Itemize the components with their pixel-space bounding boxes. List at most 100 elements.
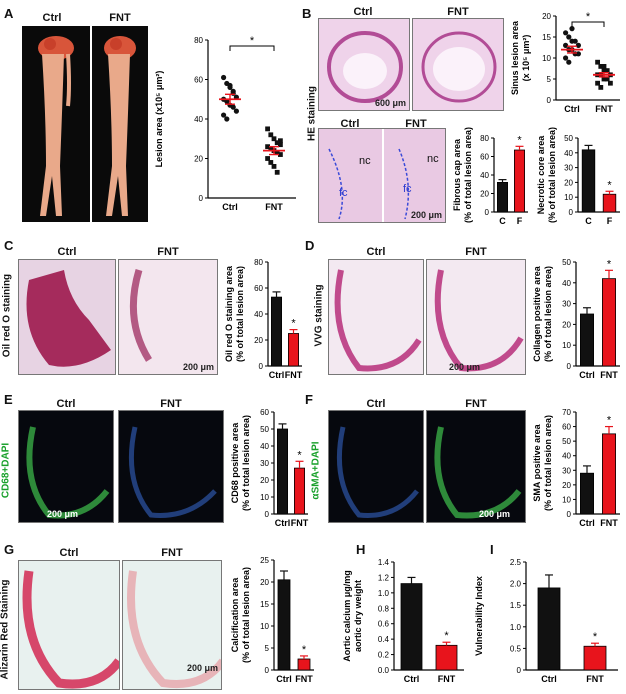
y-tick-label: 40: [562, 452, 571, 461]
data-point-fnt: [601, 76, 607, 82]
y-tick-label: 40: [260, 442, 269, 451]
significance-bracket: [571, 21, 605, 27]
y-tick-label: 15: [542, 33, 551, 42]
y-tick-label: 0: [199, 194, 204, 203]
data-point-fnt: [271, 136, 277, 142]
bar-f: [514, 149, 526, 213]
bar-ctrl: [271, 296, 283, 367]
aorta-image-ctrl: [22, 26, 90, 222]
y-axis-label: Necrotic core area: [536, 135, 546, 215]
panel-f-fnt-title: FNT: [465, 398, 487, 410]
y-axis-label: Vulnerability Index: [474, 576, 484, 656]
chart-d: 0 10 20 30 40 50 Collagen positive area (% of t…: [532, 258, 620, 380]
panel-b-scale-2: 200 μm: [410, 210, 442, 220]
panel-letter-e: E: [4, 392, 13, 407]
y-tick-label: 40: [564, 149, 573, 158]
he-image-fnt: [412, 18, 504, 111]
y-tick-label: 50: [564, 134, 573, 143]
y-axis-label: Lesion area (x10⁵ μm²): [154, 71, 164, 168]
y-tick-label: 20: [562, 481, 571, 490]
data-point-fnt: [271, 164, 277, 169]
y-axis-label: (% of total lesion area): [241, 567, 251, 663]
panel-c-side-label: Oil red O staining: [1, 273, 13, 358]
significance-marker: *: [444, 630, 449, 642]
x-tick-label: Ctrl: [222, 202, 238, 212]
necrotic-core-label-2: nc: [427, 153, 439, 165]
y-tick-label: 60: [562, 423, 571, 432]
data-point-fnt: [268, 146, 274, 152]
significance-marker: *: [607, 179, 612, 191]
y-axis-label: (x 10⁵ μm²): [521, 35, 531, 82]
panel-c-scale: 200 μm: [182, 362, 214, 372]
y-tick-label: 0: [569, 208, 574, 217]
oilred-image-ctrl: [18, 259, 116, 375]
y-tick-label: 0.5: [510, 644, 522, 653]
y-tick-label: 0.4: [378, 635, 390, 644]
y-tick-label: 30: [562, 466, 571, 475]
chart-b2: 0 20 40 60 80 Fibrous cap area (% of total les…: [452, 127, 528, 226]
y-tick-label: 30: [260, 459, 269, 468]
panel-d-fnt-title: FNT: [465, 246, 487, 258]
y-tick-label: 60: [260, 408, 269, 417]
panel-e-ctrl-title: Ctrl: [56, 398, 76, 410]
y-tick-label: 10: [564, 193, 573, 202]
significance-marker: *: [586, 11, 591, 23]
data-point-fnt: [601, 64, 607, 69]
y-tick-label: 60: [480, 153, 489, 162]
y-tick-label: 1.2: [378, 573, 390, 582]
panel-g-ctrl-title: Ctrl: [59, 547, 79, 559]
panel-b-ctrl-title: Ctrl: [353, 6, 373, 18]
y-tick-label: 20: [564, 178, 573, 187]
y-tick-label: 10: [542, 54, 551, 63]
y-tick-label: 40: [254, 310, 263, 319]
significance-bracket: [229, 45, 275, 51]
y-axis-label: (% of total lesion area): [235, 266, 245, 362]
data-point-fnt: [265, 156, 270, 161]
y-tick-label: 0.6: [378, 620, 390, 629]
significance-marker: *: [607, 258, 612, 270]
significance-marker: *: [297, 449, 302, 461]
bar-fnt: [602, 433, 617, 515]
bar-fnt: [583, 645, 607, 671]
x-tick-label: C: [499, 216, 506, 226]
x-tick-label: FNT: [595, 104, 613, 114]
y-tick-label: 50: [562, 258, 571, 267]
data-point-ctrl: [572, 38, 578, 44]
data-point-fnt: [278, 152, 283, 157]
data-point-fnt: [595, 59, 600, 65]
y-tick-label: 0: [547, 96, 552, 105]
alizarin-image-fnt: 200 μm: [122, 560, 222, 690]
data-point-fnt: [268, 160, 274, 165]
y-axis-label: Sinus lesion area: [510, 20, 520, 95]
data-point-ctrl: [569, 26, 575, 32]
fibrous-cap-label-1: fc: [339, 187, 348, 199]
bar-ctrl: [580, 472, 595, 515]
vvg-image-fnt: 200 μm: [426, 259, 526, 375]
y-tick-label: 20: [260, 476, 269, 485]
panel-e-fnt-title: FNT: [160, 398, 182, 410]
data-point-fnt: [268, 132, 274, 138]
y-tick-label: 80: [254, 258, 263, 267]
y-tick-label: 0.2: [378, 651, 390, 660]
bar-fnt: [297, 658, 311, 671]
data-point-ctrl: [230, 104, 236, 110]
bar-c: [581, 149, 596, 213]
x-tick-label: Ctrl: [404, 674, 420, 684]
x-tick-label: F: [517, 216, 523, 226]
data-point-ctrl: [563, 30, 569, 36]
y-tick-label: 10: [562, 341, 571, 350]
panel-letter-c: C: [4, 238, 14, 253]
x-tick-label: FNT: [600, 370, 618, 380]
y-tick-label: 50: [562, 437, 571, 446]
data-point-ctrl: [563, 42, 569, 49]
data-point-ctrl: [563, 55, 569, 61]
y-tick-label: 1.0: [378, 589, 390, 598]
y-tick-label: 0: [265, 666, 270, 675]
data-point-fnt: [608, 80, 613, 86]
x-tick-label: FNT: [586, 674, 604, 684]
y-axis-label: (% of total lesion area): [543, 415, 553, 511]
x-tick-label: C: [585, 216, 592, 226]
panel-letter-f: F: [305, 392, 313, 407]
data-point-ctrl: [230, 88, 236, 94]
y-tick-label: 50: [260, 425, 269, 434]
